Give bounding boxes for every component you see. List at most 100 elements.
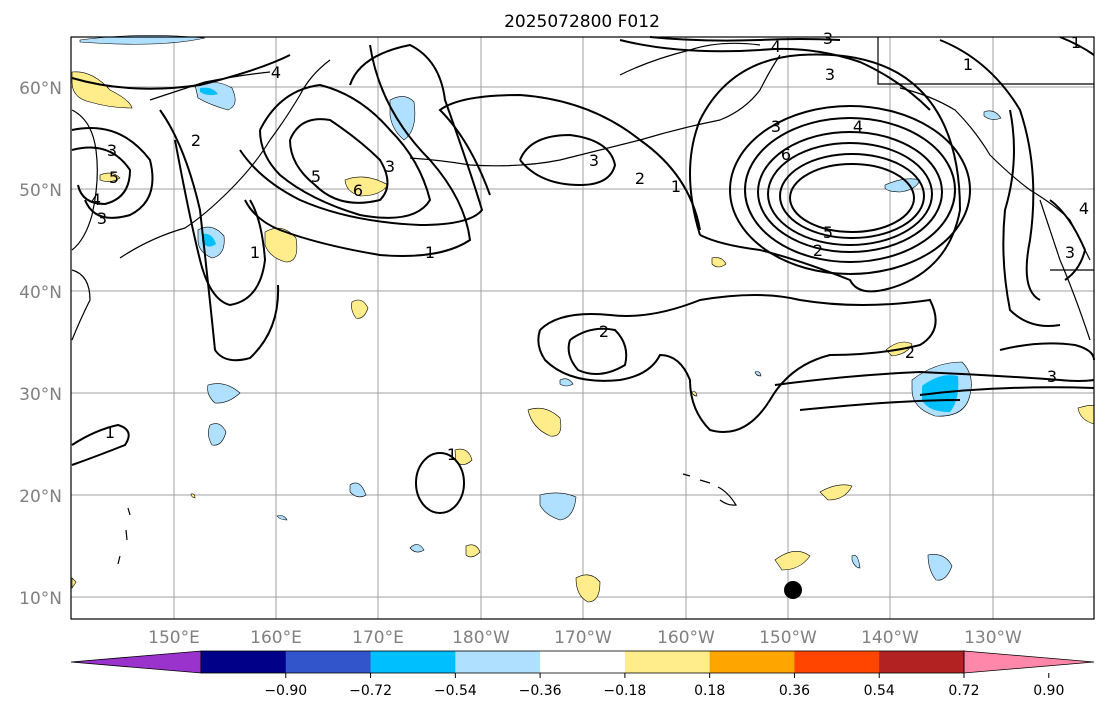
contour-line: [174, 139, 267, 307]
contour-label: 4: [1079, 199, 1089, 218]
contour-lines: [71, 36, 1095, 514]
contour-label: 3: [771, 117, 781, 136]
negative-area: [927, 554, 953, 581]
positive-area: [71, 577, 77, 589]
shaded-anomalies: [71, 35, 1095, 603]
positive-area: [575, 574, 601, 603]
positive-area: [711, 257, 727, 268]
negative-area: [389, 96, 416, 141]
contour-label: 1: [1071, 33, 1081, 52]
contour-label: 3: [589, 151, 599, 170]
lon-label: 170°W: [554, 628, 612, 648]
contour-line: [1059, 36, 1095, 56]
colorbar-segment: [370, 651, 456, 673]
colorbar-segment: [540, 651, 626, 673]
contour-line: [999, 342, 1095, 361]
colorbar-segment: [709, 651, 795, 673]
contour-line: [789, 163, 915, 233]
contour-line: [259, 83, 432, 219]
contour-label: 1: [105, 423, 115, 442]
colorbar-segment: [285, 651, 372, 673]
lon-label: 140°W: [861, 628, 919, 648]
contour-label: 3: [823, 29, 833, 48]
positive-area: [774, 551, 811, 571]
coastline-okhotsk: [149, 71, 271, 101]
contour-line: [767, 142, 933, 246]
positive-area: [691, 391, 698, 397]
lon-label: 150°E: [148, 628, 200, 648]
colorbar-tick-label: 0.54: [864, 683, 895, 699]
colorbar-tick-label: −0.90: [264, 683, 307, 699]
contour-line: [71, 54, 291, 90]
colorbar-tick-label: −0.54: [434, 683, 477, 699]
contour-line: [649, 36, 841, 42]
coastline-japan: [71, 269, 91, 341]
contour-line: [939, 39, 1041, 301]
positive-area: [819, 484, 853, 501]
negative-area: [79, 35, 206, 45]
contour-line: [415, 452, 465, 514]
contour-label: 1: [671, 177, 681, 196]
negative-area: [851, 554, 861, 569]
colorbar-extend-low: [70, 650, 202, 674]
contour-line: [779, 153, 925, 239]
contour-line: [71, 423, 130, 466]
contour-label: 6: [353, 181, 363, 200]
lat-label: 60°N: [19, 79, 62, 99]
lon-label: 160°E: [250, 628, 302, 648]
positive-area: [351, 299, 369, 319]
colorbar-tick-label: −0.18: [603, 683, 646, 699]
contour-label: 1: [250, 243, 260, 262]
contour-label: 1: [425, 243, 435, 262]
lat-label: 30°N: [19, 385, 62, 405]
coastline-kamchatka: [269, 59, 331, 141]
colorbar-tick-label: 0.36: [779, 683, 810, 699]
lon-label: 130°W: [964, 628, 1022, 648]
negative-area: [207, 383, 241, 404]
contour-line: [744, 117, 956, 263]
colorbar-border: [200, 650, 965, 674]
contour-label: 3: [107, 141, 117, 160]
contour-line: [71, 127, 154, 219]
positive-area: [465, 544, 481, 558]
contour-line: [239, 43, 484, 227]
coastline-hawaii: [682, 473, 738, 506]
coastline-north-america: [1039, 199, 1091, 341]
lat-label: 40°N: [19, 283, 62, 303]
contour-line: [774, 370, 1095, 386]
contour-line: [159, 109, 280, 362]
contour-label: 2: [905, 343, 915, 362]
border-canada: [877, 37, 1094, 85]
positive-area: [344, 176, 389, 197]
contour-label: 4: [771, 37, 781, 56]
negative-area: [276, 515, 288, 521]
colorbar-extend-high: [963, 650, 1095, 674]
graticule: [71, 37, 1094, 619]
contour-label: 5: [109, 168, 119, 187]
strong-negative-area: [200, 87, 218, 96]
lon-label: 160°W: [657, 628, 715, 648]
map-title: 2025072800 F012: [504, 12, 660, 32]
contour-label: 1: [963, 55, 973, 74]
contour-line: [71, 146, 132, 206]
colorbar-segment: [455, 651, 541, 673]
positive-area: [99, 172, 121, 182]
longitude-labels: 150°E 160°E 170°E 180°W 170°W 160°W 150°…: [148, 628, 1022, 648]
lon-label: 170°E: [352, 628, 404, 648]
colorbar: −0.90 −0.72 −0.54 −0.36 −0.18 0.18 0.36 0.54 0.7…: [70, 650, 1095, 699]
negative-area: [983, 110, 1002, 120]
colorbar-segment: [201, 651, 287, 673]
contour-line: [519, 133, 617, 187]
contour-line: [1002, 109, 1061, 327]
contour-line: [567, 327, 628, 375]
coastline-asia: [71, 109, 98, 251]
negative-area: [349, 482, 367, 498]
contour-label: 4: [271, 63, 281, 82]
contour-label: 5: [823, 223, 833, 242]
contour-label: 6: [781, 145, 791, 164]
contour-line: [757, 131, 943, 253]
negative-area: [559, 378, 574, 387]
colorbar-tick-label: 0.72: [948, 683, 979, 699]
coastline-marianas: [117, 507, 131, 565]
negative-area: [208, 423, 227, 446]
